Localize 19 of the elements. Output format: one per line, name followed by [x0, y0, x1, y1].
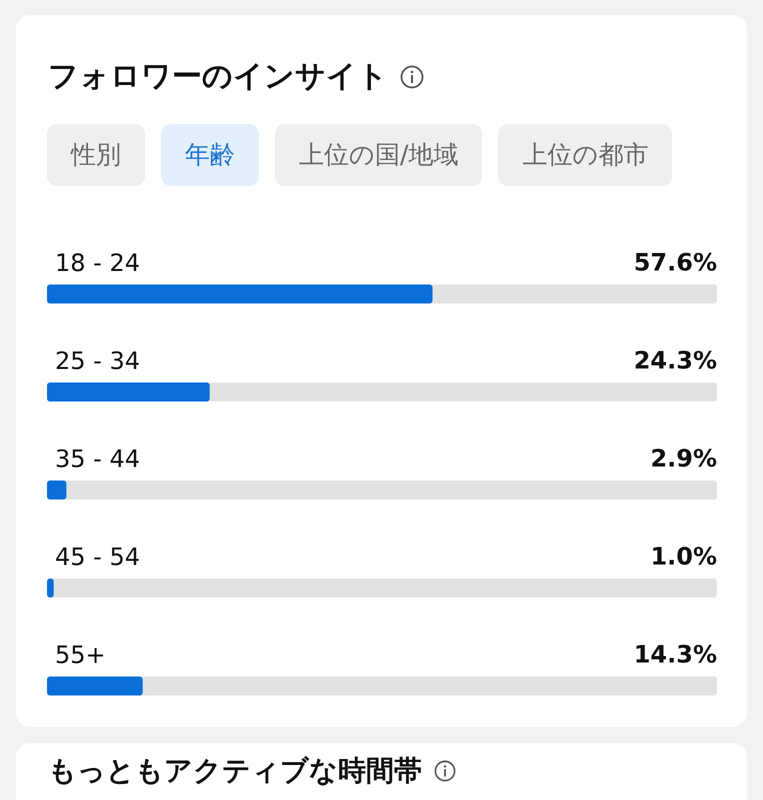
- chart-title: フォロワーのインサイト: [48, 58, 388, 96]
- y-tick-label: 45 - 54: [55, 543, 140, 571]
- data-label: 1.0%: [650, 542, 717, 570]
- data-label: 14.3%: [634, 640, 717, 668]
- bar: [47, 382, 210, 402]
- y-tick-label: 35 - 44: [55, 445, 140, 473]
- text: もっともアクティブな時間帯: [48, 753, 422, 789]
- text: 性別: [47, 124, 145, 186]
- data-label: 24.3%: [634, 346, 717, 374]
- text: 上位の都市: [498, 124, 672, 186]
- y-tick-label: 18 - 24: [55, 249, 140, 277]
- bar: [47, 480, 66, 500]
- data-label: 57.6%: [634, 248, 717, 276]
- y-tick-label: 25 - 34: [55, 347, 140, 375]
- y-tick-label: 55+: [55, 641, 106, 669]
- text: 年齢: [161, 124, 259, 186]
- text: 上位の国/地域: [275, 124, 482, 186]
- data-label: 2.9%: [650, 444, 717, 472]
- bar: [47, 676, 143, 696]
